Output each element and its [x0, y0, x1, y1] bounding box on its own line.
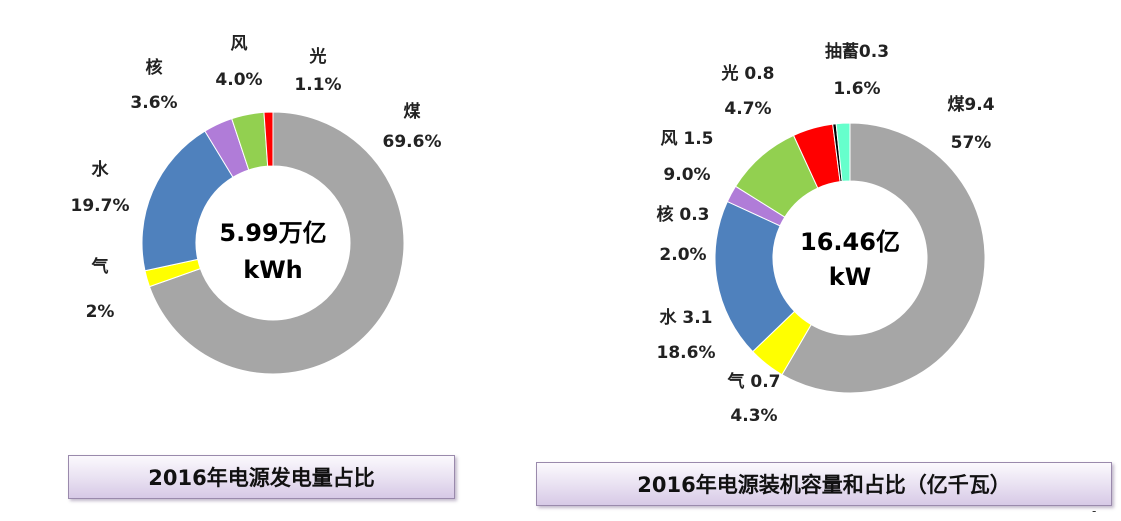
donut1-value-3: 3.6% — [130, 93, 177, 113]
donut2-label-1: 气 0.7 — [726, 371, 780, 392]
donut1-label-0: 煤 — [404, 101, 421, 122]
chart-caption-generation: 2016年电源发电量占比 — [68, 455, 455, 499]
donut1-slice-0 — [148, 111, 405, 375]
donut1-value-0: 69.6% — [383, 132, 442, 152]
donut2-value-3: 2.0% — [659, 245, 706, 265]
donut2-label-0: 煤9.4 — [947, 94, 994, 115]
donut2-value-5: 4.7% — [724, 99, 771, 119]
donut2-value-2: 18.6% — [657, 343, 716, 363]
donut2-center-text-1: kW — [829, 263, 871, 291]
donut2-value-4: 9.0% — [663, 165, 710, 185]
donut2-center-text-0: 16.46亿 — [800, 228, 900, 256]
donut1-value-5: 1.1% — [294, 75, 341, 95]
donut1-center-text-0: 5.99万亿 — [219, 219, 326, 247]
donut2-value-0: 57% — [951, 133, 992, 153]
donut1-label-5: 光 — [309, 46, 327, 67]
donut1-label-4: 风 — [231, 34, 248, 54]
donut2-slice-0 — [781, 122, 986, 394]
donut1-value-2: 19.7% — [71, 196, 130, 216]
donut1-slice-5 — [263, 111, 274, 167]
donut1-label-1: 气 — [91, 256, 109, 277]
donut2-label-5: 光 0.8 — [720, 63, 774, 84]
donut2-label-2: 水 3.1 — [659, 307, 712, 328]
donut1-label-3: 核 — [146, 57, 163, 78]
donut2-label-3: 核 0.3 — [656, 204, 709, 225]
page-number: - — [1092, 504, 1097, 518]
donut2-label-4: 风 1.5 — [660, 129, 713, 149]
donut1-label-2: 水 — [92, 159, 110, 180]
donut2-value-7: 1.6% — [833, 79, 880, 99]
donut2-label-7: 抽蓄0.3 — [825, 41, 889, 62]
donut2-value-1: 4.3% — [730, 406, 777, 426]
chart-caption-capacity: 2016年电源装机容量和占比（亿千瓦） — [536, 462, 1112, 506]
donut2-slice-7 — [835, 122, 851, 182]
donut1-center-text-1: kWh — [243, 256, 303, 284]
donut1-value-1: 2% — [86, 302, 115, 322]
donut1-value-4: 4.0% — [215, 70, 262, 90]
